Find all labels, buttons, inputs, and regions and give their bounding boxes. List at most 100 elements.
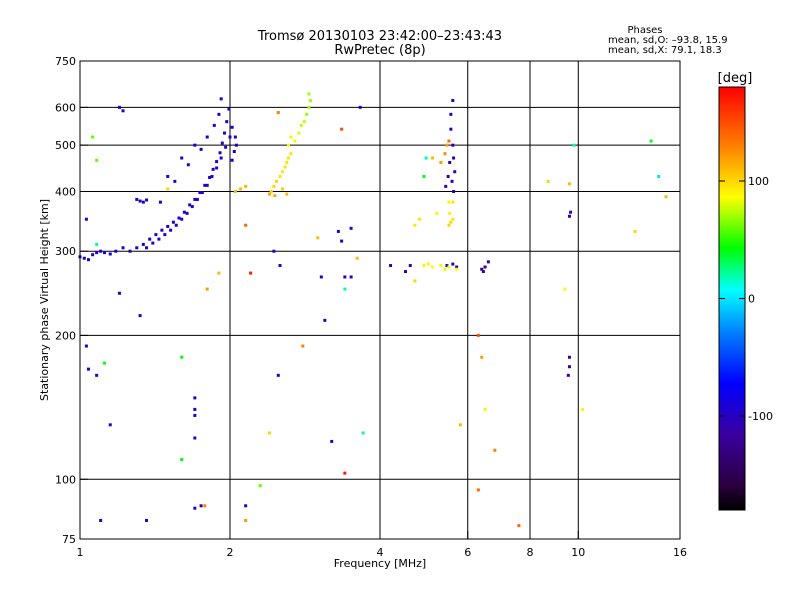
scatter-point	[649, 139, 653, 143]
scatter-point	[455, 267, 459, 271]
scatter-point	[569, 210, 573, 214]
scatter-point	[160, 228, 164, 232]
scatter-point	[278, 174, 282, 178]
y-tick-label: 500	[55, 139, 76, 152]
scatter-point	[166, 187, 170, 191]
scatter-point	[664, 195, 668, 199]
scatter-point	[340, 239, 344, 243]
scatter-point	[316, 236, 320, 240]
scatter-point	[135, 246, 139, 250]
scatter-point	[275, 179, 279, 183]
x-axis-label: Frequency [MHz]	[334, 557, 426, 570]
scatter-point	[228, 135, 232, 139]
scatter-point	[138, 314, 142, 318]
scatter-point	[447, 265, 451, 269]
scatter-point	[449, 127, 453, 131]
scatter-point	[572, 143, 576, 147]
scatter-point	[267, 431, 271, 435]
scatter-point	[193, 197, 197, 201]
data-points	[78, 92, 668, 528]
scatter-point	[481, 270, 485, 274]
y-tick-label: 400	[55, 185, 76, 198]
scatter-point	[95, 373, 99, 377]
scatter-point	[210, 174, 214, 178]
scatter-point	[84, 217, 88, 221]
y-tick-label: 100	[55, 473, 76, 486]
scatter-point	[451, 200, 455, 204]
scatter-point	[148, 237, 152, 241]
scatter-point	[108, 252, 112, 256]
scatter-point	[121, 246, 125, 250]
scatter-point	[443, 152, 447, 156]
scatter-point	[445, 264, 449, 268]
scatter-point	[244, 223, 248, 227]
scatter-point	[343, 287, 347, 291]
scatter-point	[233, 135, 237, 139]
scatter-point	[444, 184, 448, 188]
axis-ticks: 1 2 4 6 8 10 16 75 100 200 300 400 500 600 750	[55, 55, 687, 559]
scatter-point	[308, 99, 312, 103]
scatter-point	[190, 205, 194, 209]
scatter-point	[180, 355, 184, 359]
scatter-point	[180, 457, 184, 461]
scatter-point	[145, 198, 149, 202]
scatter-point	[199, 504, 203, 508]
x-tick-label: 8	[527, 546, 534, 559]
scatter-point	[218, 151, 222, 155]
scatter-point	[141, 242, 145, 246]
scatter-point	[99, 249, 103, 253]
scatter-point	[212, 123, 216, 127]
scatter-point	[435, 211, 439, 215]
phase-stats-heading: Phases	[627, 25, 662, 36]
scatter-point	[215, 166, 219, 170]
scatter-point	[486, 260, 490, 264]
scatter-point	[154, 233, 158, 237]
x-tick-label: 6	[464, 546, 471, 559]
scatter-point	[182, 210, 186, 214]
scatter-point	[174, 223, 178, 227]
x-tick-label: 16	[673, 546, 687, 559]
scatter-point	[205, 135, 209, 139]
scatter-point	[193, 407, 197, 411]
scatter-point	[205, 183, 209, 187]
scatter-point	[566, 373, 570, 377]
scatter-point	[445, 143, 449, 147]
scatter-point	[193, 506, 197, 510]
x-tick-label: 4	[377, 546, 384, 559]
scatter-point	[567, 365, 571, 369]
x-tick-label: 2	[227, 546, 234, 559]
scatter-point	[567, 355, 571, 359]
y-tick-label: 750	[55, 55, 76, 68]
scatter-point	[219, 156, 223, 160]
scatter-point	[417, 217, 421, 221]
scatter-point	[193, 436, 197, 440]
scatter-point	[249, 271, 253, 275]
scatter-point	[205, 287, 209, 291]
scatter-point	[449, 112, 453, 116]
scatter-point	[114, 249, 118, 253]
scatter-point	[180, 217, 184, 221]
scatter-point	[426, 262, 430, 266]
scatter-point	[215, 160, 219, 164]
chart-title-line1: Tromsø 20130103 23:42:00–23:43:43	[257, 29, 502, 44]
scatter-point	[389, 264, 393, 268]
scatter-point	[297, 131, 301, 135]
scatter-point	[286, 156, 290, 160]
colorbar-tick-label: -100	[748, 410, 773, 423]
scatter-point	[145, 246, 149, 250]
scatter-point	[180, 156, 184, 160]
scatter-point	[208, 175, 212, 179]
scatter-point	[451, 217, 455, 221]
scatter-point	[343, 275, 347, 279]
scatter-point	[278, 264, 282, 268]
scatter-point	[281, 170, 285, 174]
scatter-point	[151, 241, 155, 245]
scatter-point	[340, 127, 344, 131]
scatter-point	[199, 147, 203, 151]
scatter-point	[567, 214, 571, 218]
scatter-point	[203, 183, 207, 187]
scatter-point	[82, 256, 86, 260]
scatter-point	[450, 179, 454, 183]
scatter-point	[272, 184, 276, 188]
scatter-point	[480, 267, 484, 271]
